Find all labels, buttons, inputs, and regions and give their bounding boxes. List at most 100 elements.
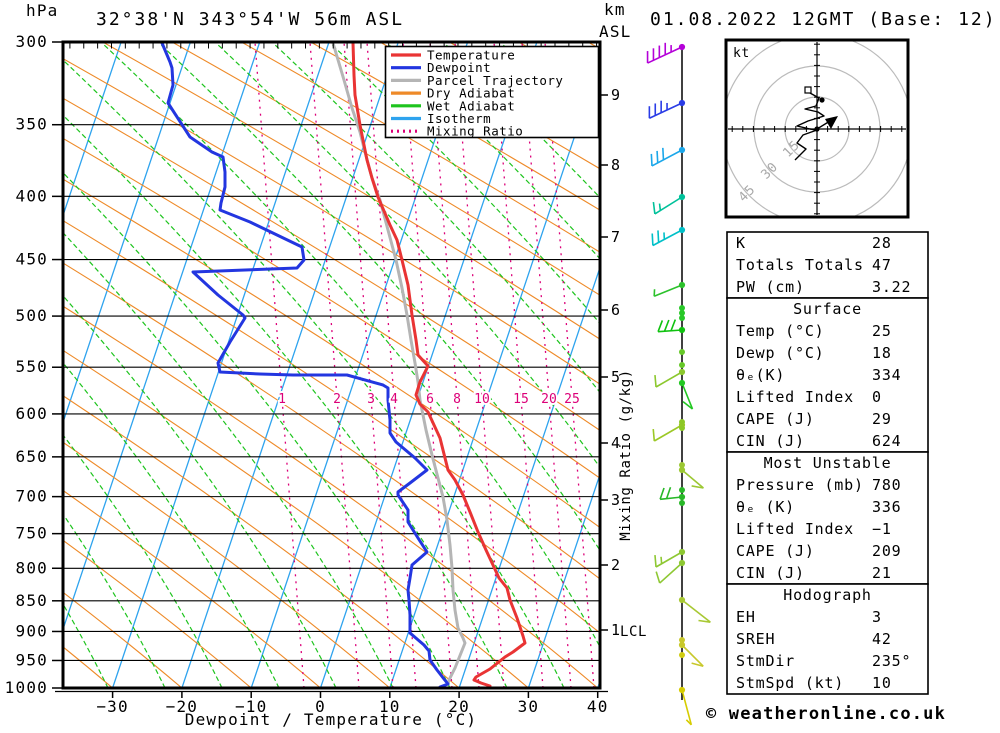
temp-axis-title: Dewpoint / Temperature (°C): [185, 710, 478, 729]
table-row-label: PW (cm): [736, 278, 805, 296]
dry-adiabat-line: [379, 42, 600, 170]
wet-adiabat-line: [442, 42, 600, 199]
km-tick-label: 1: [611, 621, 621, 639]
dry-adiabat-line: [63, 441, 391, 688]
table-row-label: CIN (J): [736, 432, 805, 450]
mixing-ratio-value-label: 10: [474, 392, 490, 407]
dry-adiabat-line: [63, 58, 600, 385]
dry-adiabat-line: [63, 349, 529, 688]
temp-tick-label: 0: [315, 697, 326, 716]
mixing-ratio-line: [521, 42, 572, 688]
pressure-tick-label: 550: [16, 357, 49, 376]
table-row-value: 18: [872, 344, 892, 362]
dry-adiabat-line: [63, 591, 183, 688]
table-row-value: 21: [872, 564, 892, 582]
mixing-ratio-value-label: 2: [333, 392, 341, 407]
table-row-value: −1: [872, 520, 892, 538]
isotherm-line: [63, 42, 261, 632]
mixing-ratio-value-label: 1: [278, 392, 286, 407]
km-tick-label: 7: [611, 228, 621, 246]
wind-barb: [678, 379, 694, 410]
temp-tick-label: 40: [587, 697, 609, 716]
wind-barb: [648, 99, 686, 119]
mixing-ratio-line: [544, 42, 595, 688]
wind-barb: [657, 319, 686, 334]
wind-level-dot: [679, 419, 685, 425]
wet-adiabat-line: [63, 114, 508, 688]
hodograph-dot: [819, 97, 825, 103]
table-row-label: Lifted Index: [736, 520, 854, 538]
table-header: Surface: [793, 300, 862, 318]
dry-adiabat-line: [63, 489, 321, 688]
wind-level-dot: [679, 362, 685, 368]
table-row-label: θₑ (K): [736, 498, 795, 516]
legend-item-label: Temperature: [427, 48, 515, 63]
hodograph-trace: [794, 92, 825, 161]
asl-label: ASL: [599, 22, 632, 41]
temp-tick-label: 10: [379, 697, 401, 716]
mixing-ratio-line: [309, 42, 360, 688]
table-row-label: Dewp (°C): [736, 344, 824, 362]
wind-level-dot: [679, 349, 685, 355]
wind-barb-column: [646, 42, 711, 726]
wind-barb: [654, 368, 686, 388]
table-row-label: K: [736, 234, 746, 252]
table-row-value: 235°: [872, 652, 911, 670]
km-tick-label: 4: [611, 434, 621, 452]
dewpoint-curve: [160, 42, 450, 688]
isotherm-line: [458, 265, 600, 688]
wind-barb: [654, 548, 686, 568]
wind-level-dot: [679, 310, 685, 316]
isotherm-line: [111, 42, 330, 688]
temp-tick-label: −20: [166, 697, 199, 716]
km-unit-label: km: [604, 0, 626, 19]
temperature-curve: [351, 42, 527, 688]
sounding-curves: [160, 42, 527, 688]
index-table-box: [726, 231, 929, 299]
wind-level-dot: [679, 462, 685, 468]
pressure-tick-label: 950: [16, 650, 49, 669]
table-row-label: EH: [736, 608, 756, 626]
wind-barb: [678, 686, 693, 726]
pressure-unit-label: hPa: [26, 1, 59, 20]
legend-item-label: Parcel Trajectory: [427, 73, 563, 88]
pressure-tick-label: 800: [16, 558, 49, 577]
dry-adiabat-line: [102, 42, 600, 340]
mixing-ratio-value-label: 25: [564, 392, 580, 407]
wet-adiabat-line: [214, 42, 600, 469]
mixing-ratio-value-label: 6: [426, 392, 434, 407]
pressure-tick-label: 600: [16, 404, 49, 423]
dry-adiabat-line: [63, 178, 600, 529]
km-tick-label: 2: [611, 556, 621, 574]
dry-adiabat-line: [63, 220, 600, 580]
wet-adiabat-line: [328, 42, 600, 325]
dry-adiabat-line: [63, 539, 252, 688]
pressure-tick-label: 400: [16, 186, 49, 205]
table-row-value: 3: [872, 608, 882, 626]
pressure-tick-label: 500: [16, 306, 49, 325]
table-row-label: SREH: [736, 630, 775, 648]
km-tick-label: 8: [611, 156, 621, 174]
mixing-ratio-line: [429, 42, 480, 688]
wind-barb: [652, 193, 686, 215]
table-row-label: StmSpd (kt): [736, 674, 844, 692]
temp-tick-label: 20: [448, 697, 470, 716]
pressure-tick-label: 650: [16, 447, 49, 466]
dry-adiabat-line: [63, 262, 600, 634]
mixing-ratio-line: [493, 42, 544, 688]
dry-adiabat-line: [241, 42, 600, 253]
mixing-ratio-labels: 1 2 3 4 6 8 10 15 20 25: [276, 390, 582, 409]
dry-adiabat-line: [171, 42, 600, 296]
table-row-value: 3.22: [872, 278, 911, 296]
mixing-ratio-value-label: 15: [513, 392, 529, 407]
mixing-ratio-line: [254, 42, 305, 688]
table-row-label: Pressure (mb): [736, 476, 864, 494]
wet-adiabat-line: [100, 42, 600, 649]
pressure-tick-label: 700: [16, 487, 49, 506]
legend-item-label: Dewpoint: [427, 60, 491, 75]
wind-barb: [650, 146, 686, 167]
copyright-link[interactable]: © weatheronline.co.uk: [706, 704, 946, 724]
wind-level-dot: [679, 305, 685, 311]
